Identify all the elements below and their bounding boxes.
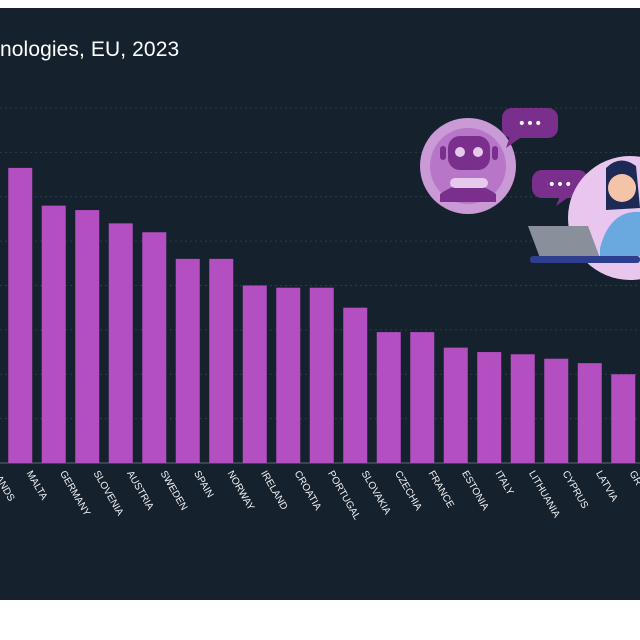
- x-tick-label: CZECHIA: [392, 469, 424, 513]
- x-tick-label: SWEDEN: [158, 469, 189, 513]
- bar-ireland: [242, 285, 267, 463]
- bubble-dots-2: •••: [548, 177, 573, 193]
- x-tick-label: LANDS: [0, 469, 17, 504]
- robot-chat-icon: [420, 118, 516, 214]
- x-tick-label: AUSTRIA: [124, 469, 155, 512]
- bubble-dots-1: •••: [518, 116, 543, 132]
- x-tick-label: ESTONIA: [459, 469, 491, 513]
- x-tick-label: PORTUGAL: [325, 469, 362, 522]
- bar-croatia: [276, 287, 301, 463]
- x-tick-label: CYPRUS: [560, 469, 591, 511]
- x-tick-label: IRELAND: [258, 469, 289, 512]
- ai-chat-illustration: ••• •••: [420, 108, 640, 280]
- x-tick-label: LATVIA: [593, 469, 620, 504]
- bar-italy: [477, 352, 502, 463]
- bar-cyprus: [544, 358, 569, 463]
- bar-estonia: [443, 347, 468, 463]
- x-tick-label: SLOVAKIA: [359, 469, 393, 517]
- bar-sweden: [142, 232, 167, 463]
- x-tick-label: FRANCE: [426, 469, 456, 510]
- bar-germany: [41, 205, 66, 463]
- bar-slovenia: [75, 210, 100, 463]
- bar-czechia: [376, 332, 401, 463]
- x-tick-label: MALTA: [24, 469, 50, 502]
- x-tick-label: NORWAY: [225, 469, 257, 513]
- chart-panel: LANDS MALTA GERMANY SLOVENIA AUSTRIA SWEDEN SP…: [0, 8, 640, 600]
- x-tick-label: SPAIN: [191, 469, 215, 500]
- x-tick-label: CROATIA: [292, 469, 324, 513]
- x-tick-label: GR: [627, 469, 640, 487]
- speech-bubble-icon: ••• •••: [502, 108, 588, 206]
- bar-greece: [611, 374, 636, 463]
- bar-austria: [108, 223, 133, 463]
- x-tick-label: LITHUANIA: [526, 469, 562, 520]
- bar-norway: [209, 258, 234, 463]
- x-tick-label: GERMANY: [57, 469, 92, 519]
- bar-spain: [175, 258, 200, 463]
- bar-malta: [8, 167, 33, 463]
- bar-lithuania: [510, 354, 535, 463]
- x-tick-label: ITALY: [493, 469, 516, 498]
- bar-france: [410, 332, 435, 463]
- bar-portugal: [309, 287, 334, 463]
- bar-latvia: [577, 363, 602, 463]
- x-tick-label: SLOVENIA: [91, 469, 126, 518]
- bar-slovakia: [343, 307, 368, 463]
- person-with-laptop-icon: [528, 156, 640, 280]
- chart-title: nologies, EU, 2023: [0, 38, 180, 61]
